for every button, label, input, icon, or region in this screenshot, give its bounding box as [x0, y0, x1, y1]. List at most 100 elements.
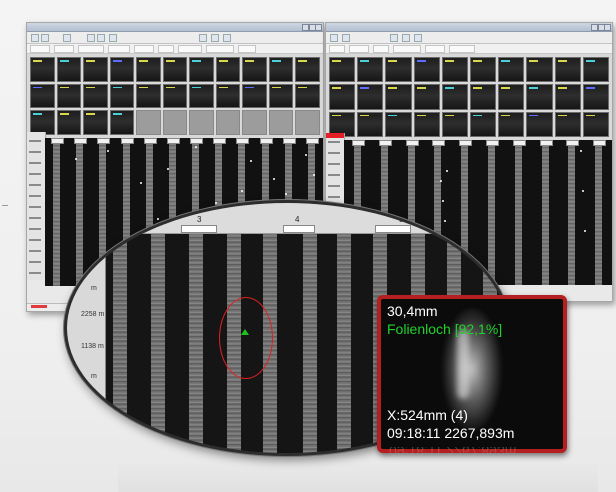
defect-thumbnail[interactable] [268, 83, 294, 109]
defect-spot[interactable] [107, 150, 109, 152]
defect-thumbnail[interactable] [215, 57, 241, 82]
defect-thumbnail[interactable] [268, 57, 294, 82]
defect-thumbnail[interactable] [329, 57, 356, 83]
defect-thumbnail[interactable] [526, 57, 553, 83]
defect-thumbnail[interactable] [189, 110, 214, 135]
defect-highlight-circle[interactable] [219, 297, 273, 379]
defect-thumbnail[interactable] [295, 110, 320, 135]
defect-thumbnail[interactable] [162, 57, 188, 82]
tab[interactable] [425, 44, 445, 53]
defect-thumbnail[interactable] [30, 83, 55, 109]
tab[interactable] [238, 44, 256, 53]
defect-thumbnail[interactable] [329, 84, 356, 110]
defect-thumbnail[interactable] [295, 57, 320, 82]
tab[interactable] [134, 44, 154, 53]
tab[interactable] [178, 44, 202, 53]
defect-thumbnail[interactable] [554, 84, 581, 110]
toolbar-button[interactable] [31, 34, 39, 42]
close-button[interactable] [604, 24, 611, 31]
defect-thumbnail[interactable] [526, 111, 553, 137]
minimize-button[interactable] [591, 24, 598, 31]
defect-spot[interactable] [446, 170, 448, 172]
tab[interactable] [54, 44, 74, 53]
tab[interactable] [329, 44, 345, 53]
tab[interactable] [158, 44, 174, 53]
defect-thumbnail[interactable] [215, 83, 241, 109]
defect-thumbnail[interactable] [470, 111, 497, 137]
defect-thumbnail[interactable] [268, 110, 294, 135]
defect-thumbnail[interactable] [136, 57, 161, 82]
defect-thumbnail[interactable] [215, 110, 241, 135]
defect-thumbnail[interactable] [441, 111, 468, 137]
defect-thumbnail[interactable] [582, 57, 609, 83]
defect-thumbnail[interactable] [526, 84, 553, 110]
defect-thumbnail[interactable] [162, 110, 188, 135]
close-button[interactable] [315, 24, 322, 31]
defect-spot[interactable] [75, 158, 77, 160]
defect-spot[interactable] [305, 154, 307, 156]
tab[interactable] [108, 44, 130, 53]
defect-thumbnail[interactable] [441, 57, 468, 83]
defect-thumbnail[interactable] [242, 83, 267, 109]
defect-thumbnail[interactable] [30, 57, 55, 82]
defect-thumbnail[interactable] [554, 111, 581, 137]
defect-spot[interactable] [167, 168, 169, 170]
defect-spot[interactable] [440, 180, 442, 182]
defect-thumbnail[interactable] [56, 110, 82, 135]
toolbar-button[interactable] [109, 34, 117, 42]
defect-thumbnail[interactable] [582, 84, 609, 110]
toolbar-button[interactable] [211, 34, 219, 42]
toolbar-button[interactable] [330, 34, 338, 42]
defect-thumbnail[interactable] [83, 110, 108, 135]
tab[interactable] [349, 44, 369, 53]
defect-thumbnail[interactable] [357, 84, 384, 110]
defect-thumbnail[interactable] [357, 111, 384, 137]
defect-thumbnail[interactable] [413, 84, 440, 110]
defect-thumbnail[interactable] [109, 110, 135, 135]
defect-thumbnail[interactable] [470, 84, 497, 110]
defect-thumbnail[interactable] [385, 84, 412, 110]
defect-thumbnail[interactable] [498, 84, 525, 110]
defect-thumbnail[interactable] [470, 57, 497, 83]
defect-thumbnail[interactable] [136, 110, 161, 135]
defect-thumbnail[interactable] [554, 57, 581, 83]
defect-spot[interactable] [285, 193, 287, 195]
defect-spot[interactable] [313, 174, 315, 176]
defect-thumbnail[interactable] [189, 83, 214, 109]
defect-thumbnail[interactable] [441, 84, 468, 110]
defect-thumbnail[interactable] [582, 111, 609, 137]
tab[interactable] [393, 44, 421, 53]
defect-spot[interactable] [195, 146, 197, 148]
defect-thumbnail[interactable] [56, 57, 82, 82]
defect-thumbnail[interactable] [385, 111, 412, 137]
tab[interactable] [373, 44, 389, 53]
defect-thumbnail[interactable] [136, 83, 161, 109]
defect-spot[interactable] [584, 230, 586, 232]
toolbar-button[interactable] [199, 34, 207, 42]
minimize-button[interactable] [302, 24, 309, 31]
defect-spot[interactable] [580, 150, 582, 152]
defect-spot[interactable] [250, 160, 252, 162]
toolbar-button[interactable] [414, 34, 422, 42]
defect-thumbnail[interactable] [242, 57, 267, 82]
defect-thumbnail[interactable] [413, 57, 440, 83]
defect-thumbnail[interactable] [498, 111, 525, 137]
defect-spot[interactable] [140, 182, 142, 184]
toolbar-button[interactable] [223, 34, 231, 42]
tab[interactable] [449, 44, 475, 53]
toolbar-button[interactable] [342, 34, 350, 42]
defect-thumbnail[interactable] [329, 111, 356, 137]
toolbar-button[interactable] [63, 34, 71, 42]
defect-thumbnail[interactable] [357, 57, 384, 83]
defect-marker-icon[interactable] [241, 329, 249, 335]
toolbar-button[interactable] [97, 34, 105, 42]
defect-thumbnail[interactable] [83, 83, 108, 109]
defect-thumbnail[interactable] [109, 83, 135, 109]
defect-thumbnail[interactable] [385, 57, 412, 83]
defect-detail-popup[interactable]: 30,4mm Folienloch [92,1%] X:524mm (4) 09… [377, 295, 567, 453]
tab[interactable] [78, 44, 104, 53]
defect-thumbnail[interactable] [83, 57, 108, 82]
toolbar-button[interactable] [390, 34, 398, 42]
defect-spot[interactable] [442, 200, 444, 202]
defect-thumbnail[interactable] [109, 57, 135, 82]
